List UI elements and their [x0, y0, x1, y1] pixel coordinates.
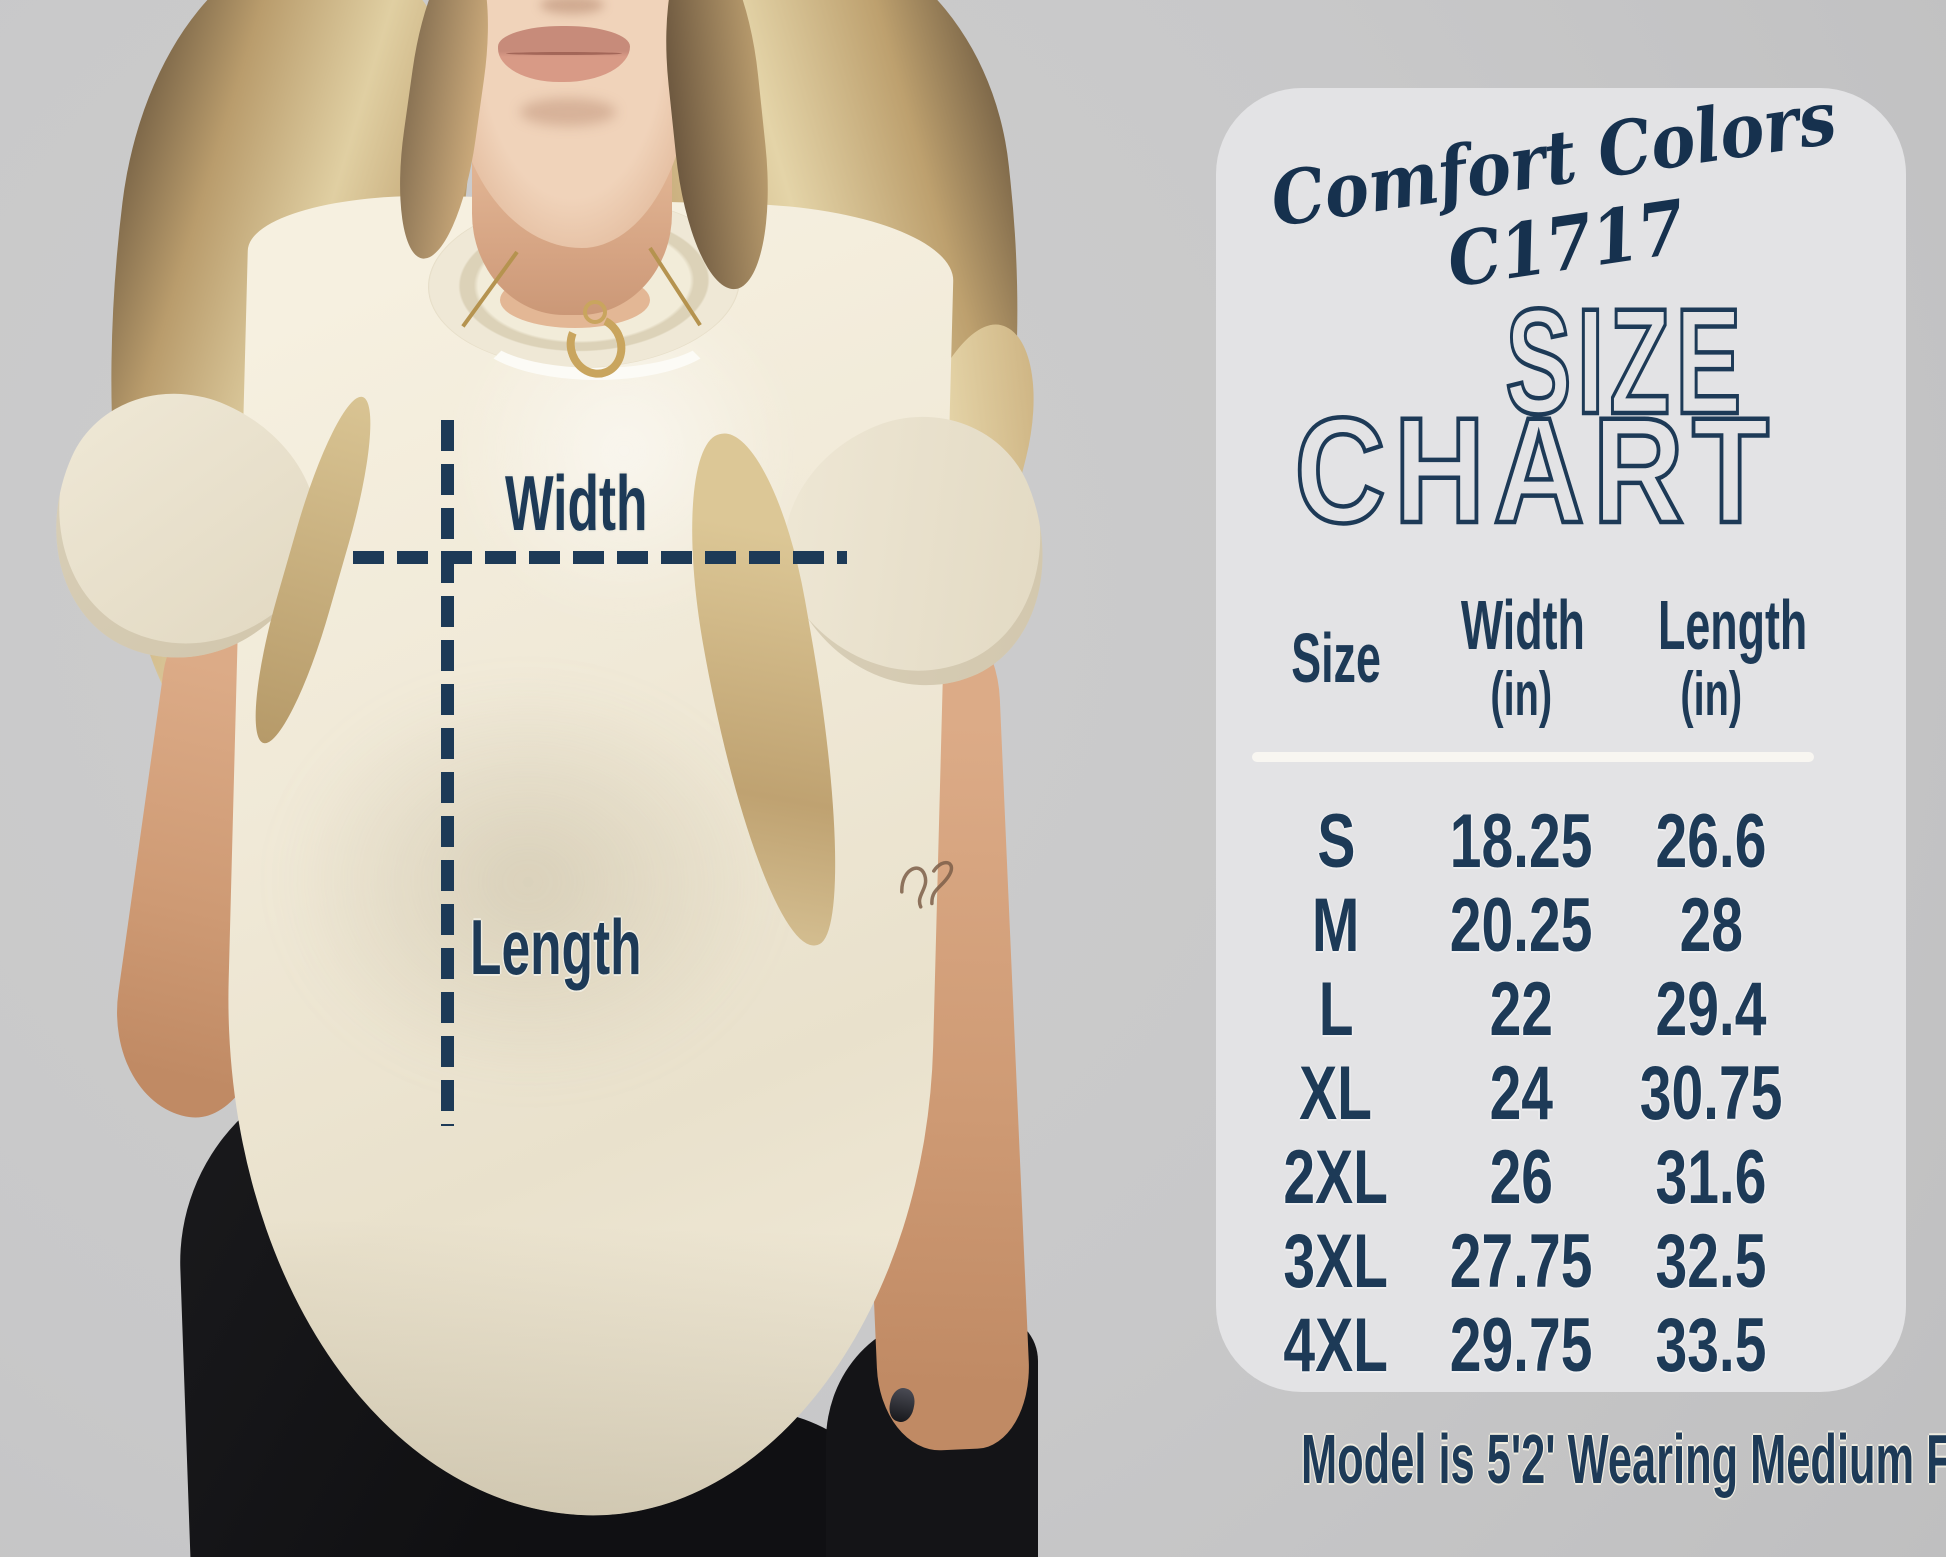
size-cell: 2XL	[1283, 1135, 1389, 1220]
model-chin-shadow	[520, 98, 616, 126]
size-cell: M	[1312, 883, 1360, 968]
header-divider-line	[1252, 752, 1814, 762]
necklace-bail	[583, 300, 607, 324]
length-measure-text: Length	[470, 903, 642, 991]
width-cell: 26	[1489, 1135, 1553, 1220]
length-measure-label: Length	[470, 908, 730, 986]
table-row: 3XL 27.75 32.5	[1246, 1220, 1806, 1304]
width-measure-label: Width	[505, 464, 721, 542]
width-cell: 29.75	[1449, 1303, 1593, 1388]
size-cell: S	[1316, 799, 1356, 884]
tshirt-hem-shadow	[214, 1216, 929, 1525]
column-header-size: Size	[1291, 618, 1381, 697]
length-dashed-line	[441, 420, 454, 1126]
model-tshirt	[214, 190, 956, 1525]
table-row: XL 24 30.75	[1246, 1052, 1806, 1136]
length-cell: 30.75	[1639, 1051, 1783, 1136]
size-chart-panel: Comfort Colors C1717 SIZE CHART Size Wid…	[1216, 75, 1906, 1392]
model-nose-shadow	[540, 0, 604, 14]
size-cell: XL	[1299, 1051, 1373, 1136]
table-row: S 18.25 26.6	[1246, 800, 1806, 884]
title-size: SIZE	[1504, 277, 1747, 445]
size-cell: 3XL	[1283, 1219, 1389, 1304]
title-chart: CHART	[1293, 386, 1778, 554]
tshirt-shading	[268, 665, 788, 1100]
size-cell: L	[1318, 967, 1354, 1052]
size-cell: 4XL	[1283, 1303, 1389, 1388]
column-header-width: Width (in)	[1460, 586, 1585, 730]
width-cell: 24	[1489, 1051, 1553, 1136]
length-cell: 32.5	[1655, 1219, 1767, 1304]
width-dashed-line	[353, 551, 847, 564]
length-cell: 29.4	[1655, 967, 1767, 1052]
model-reference-caption: Model is 5'2' Wearing Medium For Referen…	[1020, 1424, 1946, 1494]
length-cell: 28	[1679, 883, 1743, 968]
width-cell: 27.75	[1449, 1219, 1593, 1304]
forearm-tattoo	[900, 860, 954, 909]
width-measure-text: Width	[505, 459, 648, 547]
model-lips	[498, 26, 630, 82]
table-row: 4XL 29.75 33.5	[1246, 1304, 1806, 1388]
length-cell: 31.6	[1655, 1135, 1767, 1220]
column-header-length: Length (in)	[1657, 586, 1808, 730]
width-cell: 20.25	[1449, 883, 1593, 968]
length-cell: 26.6	[1655, 799, 1767, 884]
length-cell: 33.5	[1655, 1303, 1767, 1388]
width-cell: 22	[1489, 967, 1553, 1052]
model-reference-text: Model is 5'2' Wearing Medium For Referen…	[1301, 1420, 1946, 1498]
table-header-row: Size Width (in) Length (in)	[1246, 586, 1808, 730]
size-table-body: S 18.25 26.6 M 20.25 28 L 22 29.4 XL 24 …	[1246, 800, 1806, 1388]
table-row: L 22 29.4	[1246, 968, 1806, 1052]
table-row: 2XL 26 31.6	[1246, 1136, 1806, 1220]
table-row: M 20.25 28	[1246, 884, 1806, 968]
width-cell: 18.25	[1449, 799, 1593, 884]
